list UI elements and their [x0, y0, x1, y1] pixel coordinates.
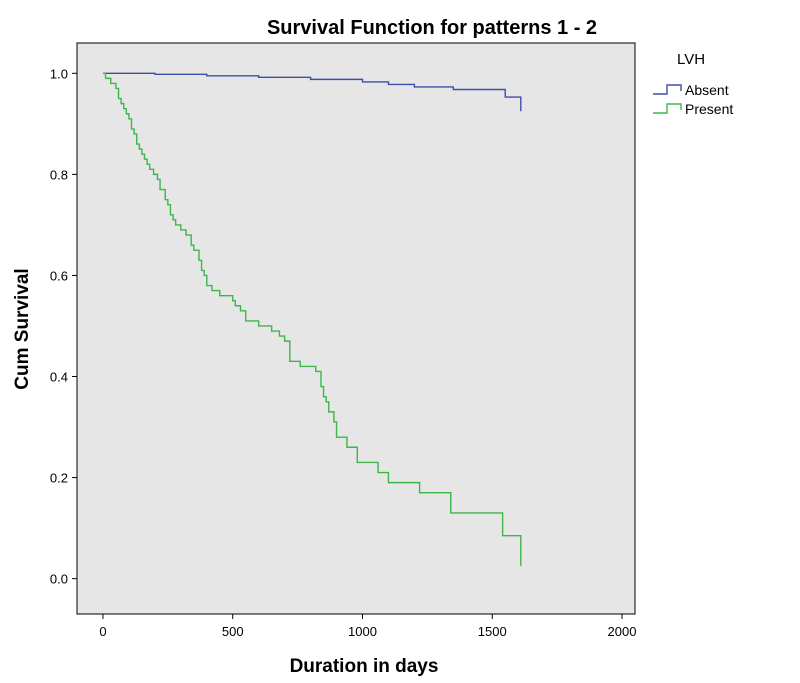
x-tick-label: 0	[99, 624, 106, 639]
x-tick-label: 1500	[478, 624, 507, 639]
series-layer	[102, 72, 522, 566]
legend: LVH Absent Present	[653, 51, 733, 117]
y-tick-label: 0.2	[50, 471, 68, 486]
y-tick-label: 0.6	[50, 268, 68, 283]
y-tick-label: 1.0	[50, 66, 68, 81]
x-tick-label: 1000	[348, 624, 377, 639]
legend-swatch-present	[653, 103, 682, 114]
series-line-present	[102, 72, 522, 566]
y-axis: 0.0 0.2 0.4 0.6 0.8 1.0	[50, 66, 77, 587]
x-tick-label: 2000	[608, 624, 637, 639]
legend-label-present: Present	[685, 101, 733, 117]
chart-title: Survival Function for patterns 1 - 2	[267, 17, 597, 39]
y-tick-label: 0.8	[50, 167, 68, 182]
x-axis-label: Duration in days	[290, 656, 439, 677]
x-axis: 0 500 1000 1500 2000	[99, 614, 636, 639]
plot-area	[76, 42, 636, 615]
legend-title: LVH	[677, 51, 705, 68]
x-tick-label: 500	[222, 624, 244, 639]
legend-swatch-absent	[653, 84, 682, 95]
y-tick-label: 0.0	[50, 572, 68, 587]
y-tick-label: 0.4	[50, 370, 68, 385]
series-line-absent	[102, 72, 522, 112]
legend-label-absent: Absent	[685, 82, 729, 98]
y-axis-label: Cum Survival	[12, 268, 33, 389]
